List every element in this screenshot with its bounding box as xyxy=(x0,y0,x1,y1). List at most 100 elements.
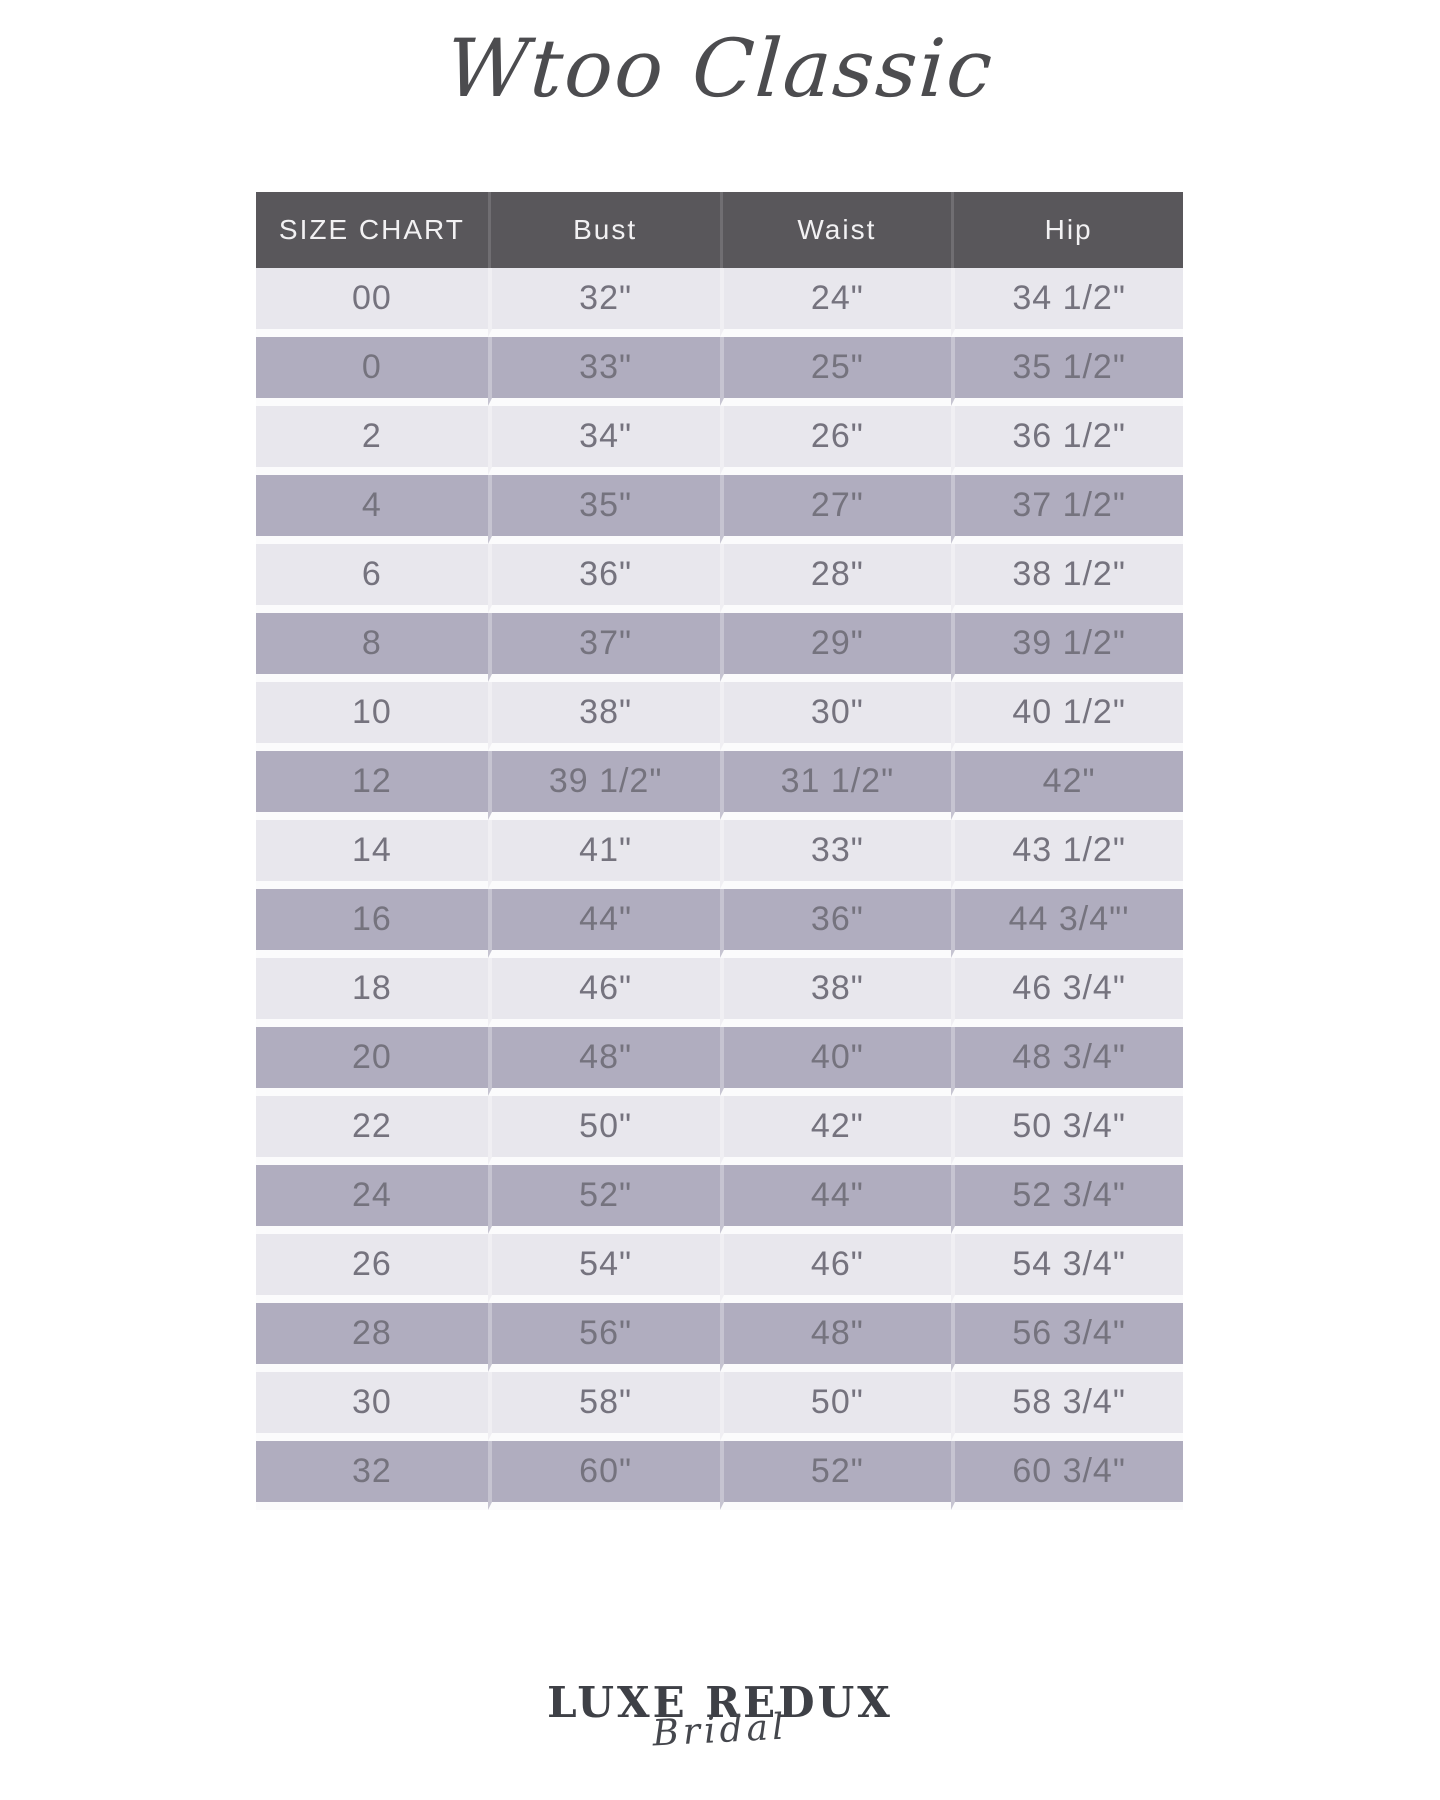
size-cell: 18 xyxy=(256,958,488,1027)
table-row: 4 35" 27" 37 1/2" xyxy=(256,475,1183,544)
hip-cell: 39 1/2" xyxy=(951,613,1183,682)
size-cell: 4 xyxy=(256,475,488,544)
waist-cell: 40" xyxy=(719,1027,952,1096)
hip-cell: 37 1/2" xyxy=(951,475,1183,544)
hip-cell: 56 3/4" xyxy=(951,1303,1183,1372)
waist-cell: 31 1/2" xyxy=(719,751,952,820)
bust-cell: 41" xyxy=(487,820,720,889)
table-row: 20 48" 40" 48 3/4" xyxy=(256,1027,1183,1096)
size-cell: 6 xyxy=(256,544,488,613)
table-row: 2 34" 26" 36 1/2" xyxy=(256,406,1183,475)
bust-cell: 34" xyxy=(487,406,720,475)
hip-cell: 35 1/2" xyxy=(951,337,1183,406)
size-cell: 20 xyxy=(256,1027,488,1096)
table-row: 00 32" 24" 34 1/2" xyxy=(256,268,1183,337)
table-row: 26 54" 46" 54 3/4" xyxy=(256,1234,1183,1303)
bust-cell: 32" xyxy=(487,268,720,337)
waist-cell: 38" xyxy=(719,958,952,1027)
header-cell-waist: Waist xyxy=(719,192,952,268)
bust-cell: 54" xyxy=(487,1234,720,1303)
bust-cell: 44" xyxy=(487,889,720,958)
waist-cell: 42" xyxy=(719,1096,952,1165)
waist-cell: 33" xyxy=(719,820,952,889)
table-row: 18 46" 38" 46 3/4" xyxy=(256,958,1183,1027)
waist-cell: 25" xyxy=(719,337,952,406)
hip-cell: 40 1/2" xyxy=(951,682,1183,751)
hip-cell: 46 3/4" xyxy=(951,958,1183,1027)
header-cell-bust: Bust xyxy=(487,192,720,268)
waist-cell: 46" xyxy=(719,1234,952,1303)
hip-cell: 36 1/2" xyxy=(951,406,1183,475)
size-cell: 2 xyxy=(256,406,488,475)
size-cell: 12 xyxy=(256,751,488,820)
size-cell: 32 xyxy=(256,1441,488,1510)
header-row: SIZE CHART Bust Waist Hip xyxy=(256,192,1183,268)
table-row: 24 52" 44" 52 3/4" xyxy=(256,1165,1183,1234)
header-cell-size-chart: SIZE CHART xyxy=(256,192,488,268)
size-chart-table: SIZE CHART Bust Waist Hip 00 32" 24" 34 1/2… xyxy=(256,192,1183,1510)
waist-cell: 27" xyxy=(719,475,952,544)
luxe-redux-logo: LUXE REDUX Bridal xyxy=(0,1678,1440,1755)
hip-cell: 58 3/4" xyxy=(951,1372,1183,1441)
table-row: 22 50" 42" 50 3/4" xyxy=(256,1096,1183,1165)
hip-cell: 54 3/4" xyxy=(951,1234,1183,1303)
table-row: 10 38" 30" 40 1/2" xyxy=(256,682,1183,751)
hip-cell: 38 1/2" xyxy=(951,544,1183,613)
waist-cell: 29" xyxy=(719,613,952,682)
size-cell: 28 xyxy=(256,1303,488,1372)
bust-cell: 39 1/2" xyxy=(487,751,720,820)
size-cell: 0 xyxy=(256,337,488,406)
size-cell: 26 xyxy=(256,1234,488,1303)
hip-cell: 52 3/4" xyxy=(951,1165,1183,1234)
size-cell: 16 xyxy=(256,889,488,958)
size-chart-container: SIZE CHART Bust Waist Hip 00 32" 24" 34 1/2… xyxy=(256,192,1183,1510)
page-title: Wtoo Classic xyxy=(443,22,997,115)
hip-cell: 34 1/2" xyxy=(951,268,1183,337)
table-row: 30 58" 50" 58 3/4" xyxy=(256,1372,1183,1441)
hip-cell: 42" xyxy=(951,751,1183,820)
bust-cell: 58" xyxy=(487,1372,720,1441)
hip-cell: 60 3/4" xyxy=(951,1441,1183,1510)
bust-cell: 36" xyxy=(487,544,720,613)
hip-cell: 44 3/4"' xyxy=(951,889,1183,958)
waist-cell: 26" xyxy=(719,406,952,475)
waist-cell: 24" xyxy=(719,268,952,337)
bust-cell: 56" xyxy=(487,1303,720,1372)
size-chart-body: 00 32" 24" 34 1/2" 0 33" 25" 35 1/2" 2 34" 26" 36 1… xyxy=(256,268,1183,1510)
waist-cell: 52" xyxy=(719,1441,952,1510)
size-cell: 8 xyxy=(256,613,488,682)
hip-cell: 50 3/4" xyxy=(951,1096,1183,1165)
bust-cell: 37" xyxy=(487,613,720,682)
table-row: 28 56" 48" 56 3/4" xyxy=(256,1303,1183,1372)
size-cell: 30 xyxy=(256,1372,488,1441)
bust-cell: 50" xyxy=(487,1096,720,1165)
table-row: 6 36" 28" 38 1/2" xyxy=(256,544,1183,613)
table-row: 32 60" 52" 60 3/4" xyxy=(256,1441,1183,1510)
size-cell: 14 xyxy=(256,820,488,889)
waist-cell: 50" xyxy=(719,1372,952,1441)
size-cell: 22 xyxy=(256,1096,488,1165)
waist-cell: 28" xyxy=(719,544,952,613)
bust-cell: 35" xyxy=(487,475,720,544)
waist-cell: 44" xyxy=(719,1165,952,1234)
bust-cell: 46" xyxy=(487,958,720,1027)
waist-cell: 30" xyxy=(719,682,952,751)
header-cell-hip: Hip xyxy=(951,192,1183,268)
hip-cell: 48 3/4" xyxy=(951,1027,1183,1096)
bust-cell: 38" xyxy=(487,682,720,751)
table-row: 14 41" 33" 43 1/2" xyxy=(256,820,1183,889)
hip-cell: 43 1/2" xyxy=(951,820,1183,889)
size-cell: 00 xyxy=(256,268,488,337)
table-row: 0 33" 25" 35 1/2" xyxy=(256,337,1183,406)
logo-wordmark: LUXE REDUX xyxy=(547,1678,893,1727)
table-row: 8 37" 29" 39 1/2" xyxy=(256,613,1183,682)
bust-cell: 52" xyxy=(487,1165,720,1234)
bust-cell: 60" xyxy=(487,1441,720,1510)
bust-cell: 48" xyxy=(487,1027,720,1096)
table-row: 12 39 1/2" 31 1/2" 42" xyxy=(256,751,1183,820)
size-cell: 24 xyxy=(256,1165,488,1234)
bust-cell: 33" xyxy=(487,337,720,406)
table-header: SIZE CHART Bust Waist Hip xyxy=(256,192,1183,268)
size-cell: 10 xyxy=(256,682,488,751)
